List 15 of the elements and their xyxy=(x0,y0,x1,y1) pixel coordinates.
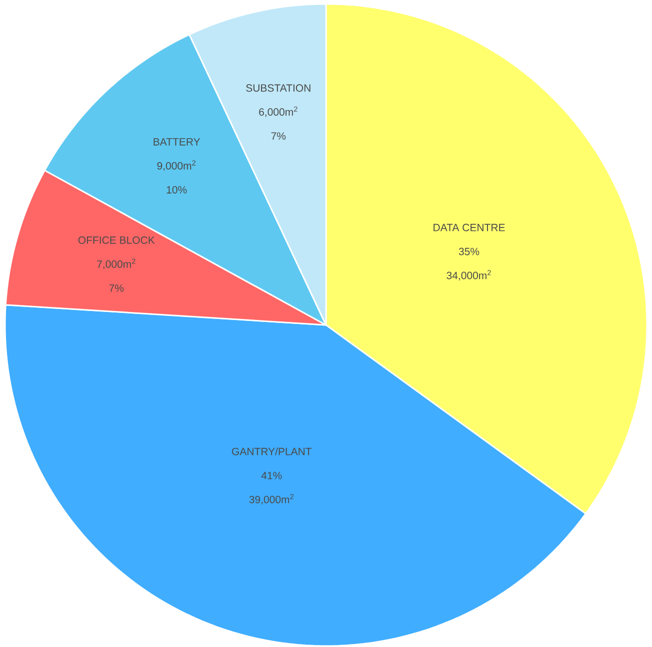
data-label: 7% xyxy=(109,284,124,292)
slice-label: BATTERY xyxy=(154,138,200,146)
slice-label: GANTRY/PLANT xyxy=(232,448,312,456)
data-label: 10% xyxy=(166,186,187,194)
data-label: 35% xyxy=(458,248,480,256)
data-label: 7% xyxy=(271,132,286,140)
text: 34,000m$^{2}$ xyxy=(446,270,491,281)
slice-label: OFFICE BLOCK xyxy=(78,236,155,244)
slice-label: SUBSTATION xyxy=(246,84,310,92)
data-label: 41% xyxy=(261,472,282,480)
slice-label: DATA CENTRE xyxy=(434,224,505,232)
text: 39,000m$^{2}$ xyxy=(249,494,294,505)
text: 6,000m$^{2}$ xyxy=(259,106,298,118)
text: 9,000m$^{2}$ xyxy=(157,160,196,171)
text: 7,000m$^{2}$ xyxy=(97,258,136,270)
